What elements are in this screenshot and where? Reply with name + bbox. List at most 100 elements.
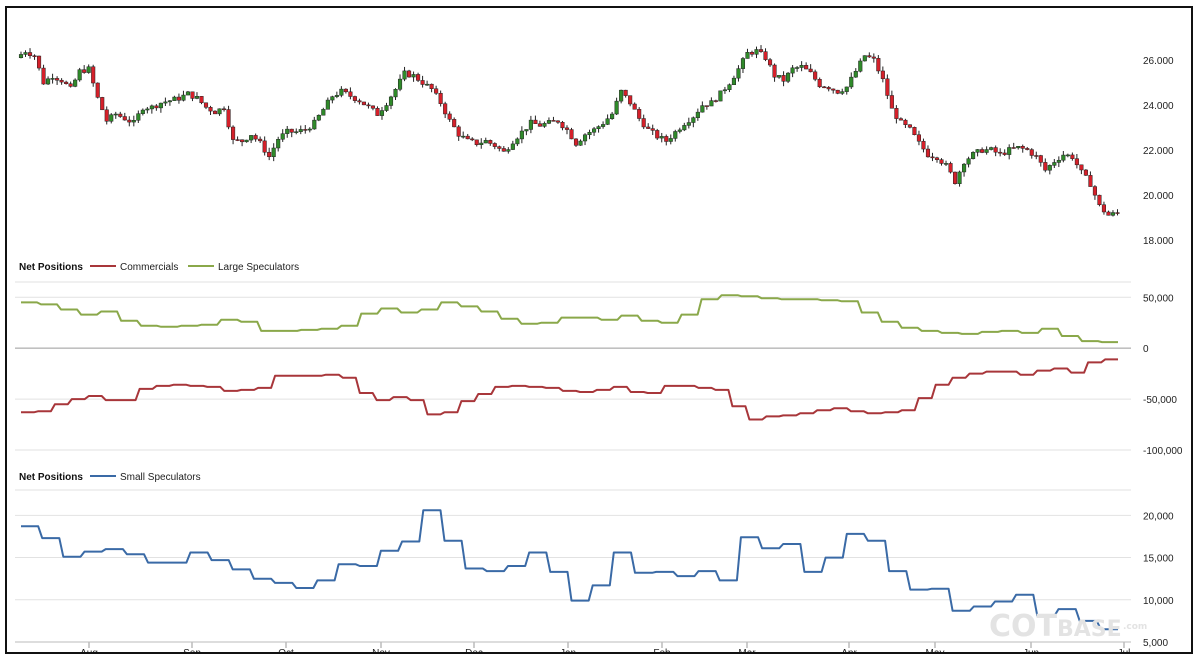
price-candle (357, 98, 362, 105)
price-candle (240, 139, 245, 147)
price-candle (912, 126, 917, 136)
price-candle (1061, 150, 1066, 163)
price-candle (32, 54, 37, 60)
price-candle (772, 63, 777, 82)
price-candle (316, 114, 321, 122)
positions-axis-tick: 50,000 (1143, 293, 1174, 304)
price-candle (758, 45, 764, 53)
price-candle (280, 129, 285, 142)
price-candle (375, 106, 380, 116)
legend-title-small: Net Positions (19, 472, 83, 483)
price-candle (596, 125, 601, 133)
price-candle (971, 151, 976, 160)
price-candle (695, 108, 700, 121)
price-candle (542, 121, 547, 128)
cot-chart: 26.000 24.000 22.000 20.000 18.000 50,000 0 -50… (15, 45, 1183, 652)
small-axis-tick: 20,000 (1143, 511, 1174, 522)
price-candle (1074, 153, 1079, 169)
price-candle (506, 147, 511, 154)
series-large-speculators (21, 294, 1118, 344)
watermark-base: BASE (1057, 617, 1122, 642)
price-candle (82, 65, 87, 74)
price-candle (307, 127, 312, 133)
price-candle (55, 76, 60, 85)
price-candle (447, 111, 452, 122)
x-axis-month-label: Aug (80, 648, 98, 652)
price-candle (1065, 153, 1070, 158)
price-candle (943, 160, 949, 167)
price-candle (172, 95, 177, 101)
price-candle (348, 87, 353, 100)
price-axis-tick: 24.000 (1143, 101, 1174, 112)
price-candle (853, 68, 858, 78)
price-candle (217, 108, 222, 116)
price-candle (528, 115, 533, 134)
price-candle (393, 88, 398, 101)
price-candle (95, 82, 100, 99)
price-candle (249, 135, 254, 144)
price-candle (330, 95, 335, 104)
price-candle (777, 75, 782, 79)
price-candle (524, 129, 529, 136)
watermark-logo: COT BASE .com (989, 609, 1147, 644)
price-candle (1101, 201, 1107, 215)
price-candle (145, 106, 150, 114)
price-candle (425, 80, 430, 86)
price-candle (582, 133, 588, 146)
price-candle (551, 116, 556, 122)
price-candle (745, 48, 750, 59)
price-candle (199, 96, 204, 105)
chart-frame: 26.000 24.000 22.000 20.000 18.000 50,000 0 -50… (5, 6, 1193, 654)
price-candle (352, 95, 357, 104)
price-candle (231, 125, 236, 145)
price-axis-tick: 20.000 (1143, 191, 1174, 202)
price-candle (740, 56, 746, 73)
price-candle (646, 123, 651, 129)
price-candle (465, 133, 470, 140)
x-axis-month-label: Nov (372, 648, 390, 652)
price-candle (903, 118, 908, 128)
price-candle (989, 146, 994, 151)
price-candle (501, 146, 506, 152)
price-candle (519, 126, 524, 144)
price-candle (731, 75, 736, 85)
price-candle (619, 89, 624, 104)
price-candle (564, 125, 570, 135)
price-candle (154, 104, 159, 111)
price-candle (334, 91, 339, 99)
price-candle (664, 134, 669, 146)
price-candle (605, 114, 610, 125)
price-candle (343, 88, 348, 94)
price-candle (253, 133, 258, 142)
watermark-cot: COT (989, 609, 1058, 644)
x-axis-month-label: Dec (465, 648, 483, 652)
price-candle (131, 115, 136, 127)
price-candle (68, 81, 73, 88)
price-candle (483, 137, 488, 144)
price-candle (1020, 144, 1025, 153)
price-candle (276, 136, 281, 152)
price-candle (208, 105, 213, 115)
price-candle (77, 67, 82, 82)
price-candle (817, 77, 822, 89)
price-candle (312, 116, 317, 130)
price-candle (560, 120, 565, 131)
price-candle (109, 113, 114, 124)
price-candle (222, 106, 227, 112)
price-candle (1052, 158, 1057, 169)
price-candle (749, 50, 755, 57)
price-candle (118, 111, 123, 118)
price-candle (1056, 156, 1061, 168)
price-candle (23, 50, 28, 57)
price-candle (948, 161, 953, 174)
price-candle (402, 66, 407, 82)
price-candle (898, 117, 903, 121)
x-axis-month-label: May (926, 648, 945, 652)
price-candle (650, 124, 655, 136)
price-candle (321, 107, 326, 116)
price-candle (379, 106, 385, 120)
price-candle (610, 111, 615, 120)
price-candle (659, 132, 664, 143)
price-candle (497, 145, 502, 152)
price-candle (397, 74, 403, 92)
